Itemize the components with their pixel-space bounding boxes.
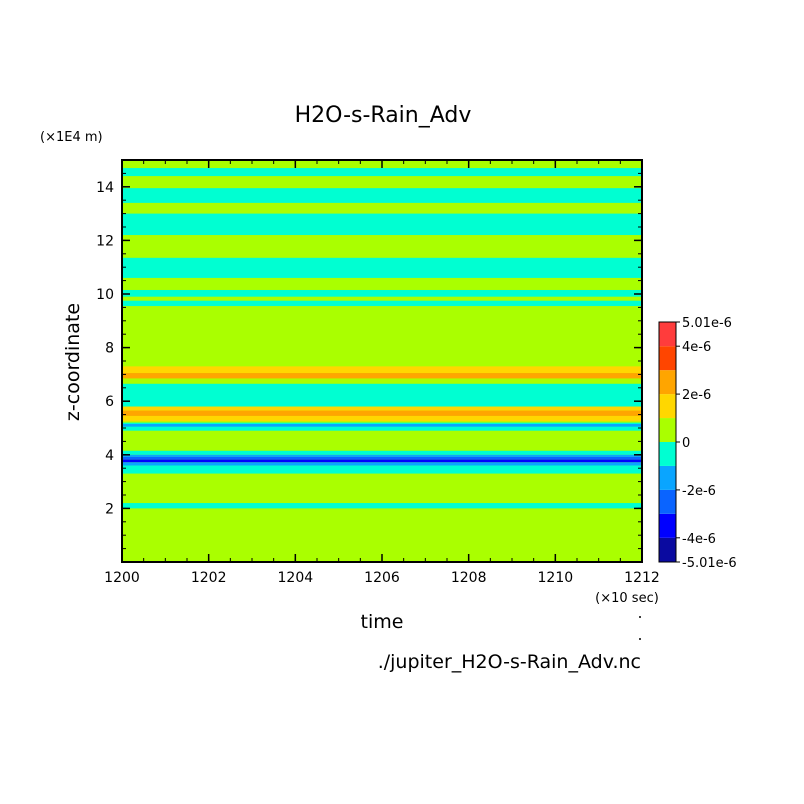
contour-band <box>122 289 642 297</box>
colorbar-swatch <box>659 370 676 395</box>
colorbar-label: 0 <box>682 436 690 451</box>
contour-band <box>122 300 642 307</box>
contour-band <box>122 454 642 457</box>
contour-band <box>122 383 642 407</box>
contour-band <box>122 257 642 278</box>
x-tick-label: 1200 <box>104 570 140 586</box>
contour-band <box>122 168 642 177</box>
x-tick-label: 1208 <box>451 570 487 586</box>
x-tick-label: 1202 <box>191 570 227 586</box>
contour-band <box>122 459 642 463</box>
x-tick-label: 1212 <box>624 570 660 586</box>
colorbar-label: -2e-6 <box>682 484 716 499</box>
colorbar-swatch <box>659 322 676 347</box>
y-tick-label: 4 <box>105 448 114 464</box>
colorbar-swatch <box>659 394 676 419</box>
x-axis-unit: (×10 sec) <box>595 591 659 606</box>
x-axis: 1200 1202 1204 1206 1208 1210 1212 <box>104 160 660 586</box>
y-axis-unit: (×1E4 m) <box>40 130 103 145</box>
contour-band <box>122 188 642 203</box>
marker-dots <box>639 616 641 640</box>
x-tick-label: 1204 <box>278 570 314 586</box>
chart-title: H2O-s-Rain_Adv <box>295 103 472 128</box>
y-tick-label: 2 <box>105 501 114 517</box>
contour-band <box>122 366 642 374</box>
colorbar-label: 2e-6 <box>682 388 711 403</box>
y-tick-label: 6 <box>105 394 114 410</box>
x-axis-label: time <box>361 611 404 633</box>
contour-band <box>122 465 642 474</box>
contour-band <box>122 373 642 379</box>
y-tick-label: 14 <box>96 180 114 196</box>
colorbar-swatch <box>659 489 676 514</box>
contour-band <box>122 423 642 427</box>
contour-band <box>122 422 642 431</box>
contour-band <box>122 450 642 455</box>
contour-bands <box>122 168 642 509</box>
y-tick-label: 8 <box>105 341 114 357</box>
contour-band <box>122 406 642 411</box>
colorbar-swatch <box>659 513 676 538</box>
contour-band <box>122 213 642 236</box>
colorbar: 5.01e-6 4e-6 2e-6 0 -2e-6 -4e-6 -5.01e-6 <box>658 316 737 571</box>
colorbar-label: -4e-6 <box>682 532 716 547</box>
colorbar-swatch <box>659 442 676 466</box>
colorbar-label: 5.01e-6 <box>682 316 732 331</box>
source-file-label: ./jupiter_H2O-s-Rain_Adv.nc <box>378 651 641 673</box>
colorbar-swatch <box>659 537 676 562</box>
colorbar-label: -5.01e-6 <box>682 556 737 571</box>
contour-band <box>122 503 642 509</box>
y-tick-label: 10 <box>96 287 114 303</box>
y-axis-label: z-coordinate <box>62 303 84 421</box>
plot-area <box>121 159 643 563</box>
contour-band <box>122 415 642 422</box>
y-axis: 2 4 6 8 10 12 14 <box>96 159 642 563</box>
colorbar-swatch <box>659 465 676 490</box>
colorbar-label: 4e-6 <box>682 340 711 355</box>
x-tick-label: 1210 <box>538 570 574 586</box>
colorbar-swatch <box>659 346 676 371</box>
colorbar-swatch <box>659 418 676 442</box>
contour-band <box>122 456 642 460</box>
contour-band <box>122 410 642 416</box>
contour-band <box>122 462 642 466</box>
y-tick-label: 12 <box>96 233 114 249</box>
x-tick-label: 1206 <box>364 570 400 586</box>
